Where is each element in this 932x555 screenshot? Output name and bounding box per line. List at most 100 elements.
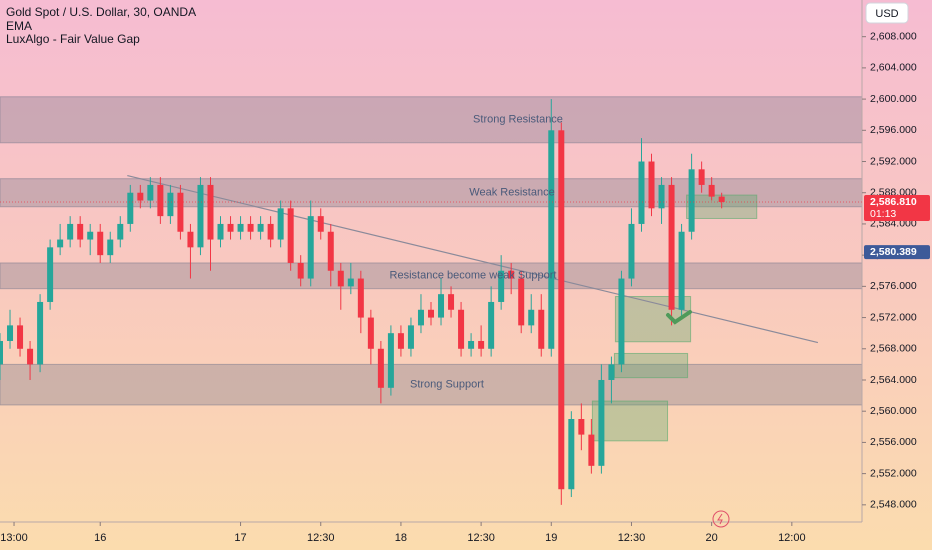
price-label-box bbox=[864, 245, 930, 260]
candle-body bbox=[177, 192, 184, 232]
fair-value-gap bbox=[613, 352, 689, 379]
candle-body bbox=[97, 231, 104, 256]
trendline bbox=[127, 174, 819, 344]
candle-body bbox=[718, 196, 725, 203]
candle-body bbox=[47, 247, 54, 302]
candle-body bbox=[508, 270, 515, 279]
indicator-name: LuxAlgo - Fair Value Gap bbox=[6, 32, 140, 46]
y-tick-label: 2,608.000 bbox=[870, 30, 917, 42]
y-tick-label: 2,572.000 bbox=[870, 311, 917, 323]
x-tick-label: 16 bbox=[94, 532, 106, 544]
candle-body bbox=[367, 317, 374, 349]
candle-body bbox=[217, 223, 224, 240]
x-tick-label: 20 bbox=[706, 532, 718, 544]
candle-body bbox=[207, 184, 214, 240]
currency-button[interactable] bbox=[865, 2, 909, 24]
y-tick-label: 2,604.000 bbox=[870, 62, 917, 74]
candle-body bbox=[347, 278, 354, 287]
price-countdown: 01:13 bbox=[870, 208, 896, 220]
zone bbox=[0, 262, 863, 290]
candle-body bbox=[518, 278, 525, 326]
candle-body bbox=[528, 309, 535, 326]
candle-body bbox=[478, 340, 485, 349]
candle-body bbox=[428, 309, 434, 318]
candle-body bbox=[187, 231, 194, 248]
candle-body bbox=[598, 379, 605, 466]
candle-body bbox=[7, 325, 14, 341]
price-label: 2,586.810 bbox=[870, 196, 917, 208]
indicator-name: EMA bbox=[6, 19, 32, 33]
candle-body bbox=[107, 239, 114, 256]
candle-body bbox=[397, 333, 404, 349]
y-tick-label: 2,564.000 bbox=[870, 374, 917, 386]
candle-body bbox=[628, 223, 635, 279]
candle-body bbox=[448, 294, 455, 310]
x-tick-label: 13:00 bbox=[0, 532, 28, 544]
candle-body bbox=[287, 208, 294, 263]
currency-label: USD bbox=[875, 8, 898, 20]
y-tick-label: 2,548.000 bbox=[870, 499, 917, 511]
candle-body bbox=[668, 184, 675, 310]
y-tick-label: 2,560.000 bbox=[870, 405, 917, 417]
candle-body bbox=[357, 278, 364, 318]
candle-body bbox=[608, 364, 615, 380]
candle-body bbox=[498, 270, 505, 302]
candle-body bbox=[638, 161, 645, 224]
candle-body bbox=[147, 184, 154, 201]
y-tick-label: 2,600.000 bbox=[870, 93, 917, 105]
price-label-box bbox=[864, 195, 930, 222]
candle-body bbox=[588, 434, 595, 466]
candle-body bbox=[317, 216, 324, 232]
checkmark bbox=[666, 310, 692, 325]
candle-body bbox=[137, 192, 144, 201]
candle-body bbox=[387, 333, 394, 388]
candle-body bbox=[578, 419, 585, 435]
candle-body bbox=[458, 309, 465, 349]
plot-area bbox=[0, 96, 863, 505]
candle-body bbox=[87, 231, 94, 240]
candle-body bbox=[377, 348, 384, 388]
candle-body bbox=[17, 325, 24, 349]
candle-body bbox=[237, 223, 244, 232]
candle-body bbox=[27, 348, 34, 365]
candle-body bbox=[127, 192, 134, 224]
event-icon-bolt bbox=[717, 513, 723, 525]
candle-body bbox=[117, 223, 124, 240]
candle-body bbox=[297, 262, 304, 279]
candle-body bbox=[157, 184, 164, 217]
x-tick-label: 12:00 bbox=[778, 532, 806, 544]
candle-body bbox=[548, 130, 555, 349]
candle-body bbox=[37, 301, 44, 365]
candle-body bbox=[468, 340, 475, 349]
y-tick-label: 2,592.000 bbox=[870, 155, 917, 167]
y-tick-label: 2,552.000 bbox=[870, 467, 917, 479]
candle-body bbox=[658, 184, 665, 209]
event-icon bbox=[712, 510, 730, 528]
x-tick-label: 17 bbox=[234, 532, 246, 544]
y-tick-label: 2,596.000 bbox=[870, 124, 917, 136]
x-tick-label: 12:30 bbox=[307, 532, 335, 544]
zone bbox=[0, 96, 863, 144]
candle-body bbox=[57, 239, 64, 248]
candle-body bbox=[698, 169, 705, 185]
candle-body bbox=[568, 419, 575, 490]
candle-body bbox=[648, 161, 655, 209]
candle-body bbox=[227, 223, 234, 232]
candle-body bbox=[267, 223, 274, 240]
x-tick-label: 12:30 bbox=[618, 532, 646, 544]
candle-body bbox=[257, 223, 264, 232]
candle-body bbox=[247, 223, 254, 232]
y-tick-label: 2,556.000 bbox=[870, 436, 917, 448]
candle-body bbox=[197, 184, 204, 248]
candle-body bbox=[538, 309, 545, 349]
zone-label: Resistance become weak Support bbox=[390, 270, 557, 282]
candle-body bbox=[337, 270, 344, 287]
chart-title: Gold Spot / U.S. Dollar, 30, OANDA bbox=[6, 5, 196, 19]
zone-label: Strong Resistance bbox=[473, 114, 563, 126]
candle-body bbox=[277, 208, 284, 240]
candle-body bbox=[67, 223, 74, 240]
price-label: 2,580.389 bbox=[870, 246, 917, 258]
